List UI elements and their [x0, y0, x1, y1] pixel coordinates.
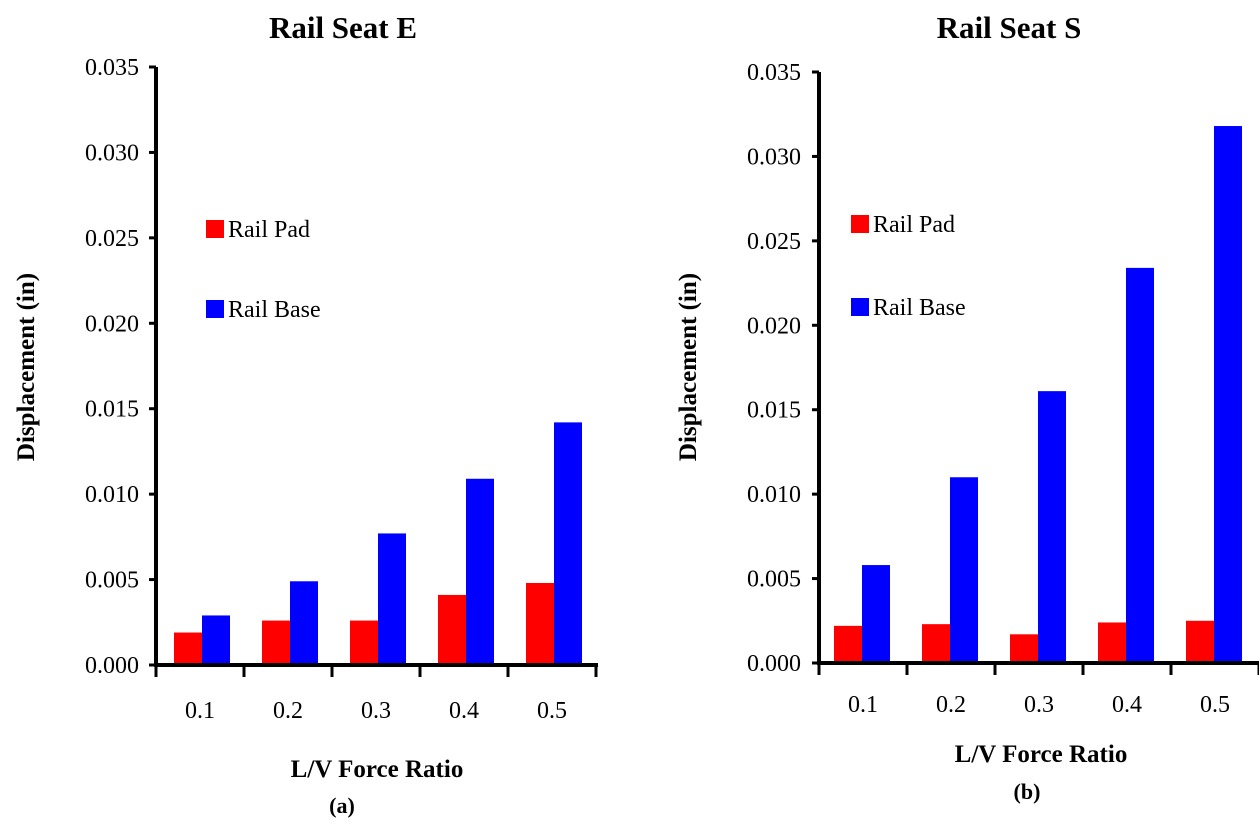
y-tick-label: 0.020: [747, 313, 801, 339]
bar-rail-base: [862, 565, 890, 663]
y-tick-label: 0.005: [747, 567, 801, 593]
y-tick-label: 0.035: [747, 60, 801, 86]
y-tick-label: 0.030: [747, 144, 801, 170]
bar-rail-base: [466, 478, 494, 665]
legend-label-rail-pad: Rail Pad: [873, 212, 955, 238]
bar-rail-base: [1214, 126, 1242, 663]
bar-rail-base: [202, 615, 230, 665]
x-tick-label: 0.1: [848, 692, 878, 718]
chart-a-legend: Rail Pad Rail Base: [206, 217, 321, 323]
chart-a: Rail Seat E Displacement (in) 0.000 0.005…: [13, 10, 598, 818]
legend-swatch-rail-base: [851, 298, 869, 316]
x-tick-label: 0.5: [537, 698, 567, 724]
bar-rail-base: [554, 422, 582, 665]
bar-rail-base: [1126, 267, 1154, 663]
chart-a-title: Rail Seat E: [269, 10, 417, 45]
x-tick-label: 0.4: [1112, 692, 1142, 718]
x-tick-label: 0.5: [1200, 692, 1230, 718]
chart-a-caption: (a): [329, 793, 355, 818]
chart-b: Rail Seat S Displacement (in) 0.000 0.005…: [675, 10, 1259, 804]
chart-b-y-axis-label: Displacement (in): [675, 273, 702, 461]
y-tick-label: 0.005: [85, 568, 139, 594]
chart-a-y-axis-label: Displacement (in): [13, 273, 40, 461]
y-tick-label: 0.030: [85, 140, 139, 166]
bar-rail-base: [378, 533, 406, 665]
chart-b-caption: (b): [1014, 779, 1041, 804]
legend-label-rail-pad: Rail Pad: [228, 217, 310, 243]
chart-b-legend: Rail Pad Rail Base: [851, 212, 966, 321]
chart-a-y-axis: 0.000 0.005 0.010 0.015 0.020 0.025 0.030 0.035: [85, 55, 158, 679]
bar-rail-pad: [834, 625, 862, 663]
legend-label-rail-base: Rail Base: [873, 295, 966, 321]
chart-b-x-axis-label: L/V Force Ratio: [955, 741, 1128, 768]
y-tick-label: 0.000: [747, 651, 801, 677]
bar-rail-base: [1038, 391, 1066, 663]
chart-b-title: Rail Seat S: [937, 10, 1082, 45]
y-tick-label: 0.000: [85, 653, 139, 679]
x-tick-label: 0.2: [273, 698, 303, 724]
legend-swatch-rail-pad: [206, 220, 224, 238]
chart-a-bars: [174, 422, 582, 665]
legend-swatch-rail-base: [206, 300, 224, 318]
bar-rail-pad: [526, 582, 554, 665]
bar-rail-pad: [350, 620, 378, 665]
bar-rail-pad: [262, 620, 290, 665]
legend-swatch-rail-pad: [851, 215, 869, 233]
chart-a-x-axis-label: L/V Force Ratio: [291, 756, 464, 783]
y-tick-label: 0.015: [85, 397, 139, 423]
y-tick-label: 0.035: [85, 55, 139, 81]
bar-rail-pad: [174, 632, 202, 665]
bar-rail-pad: [1098, 622, 1126, 663]
bar-rail-base: [950, 477, 978, 663]
x-tick-label: 0.3: [1024, 692, 1054, 718]
x-tick-label: 0.1: [185, 698, 215, 724]
legend-label-rail-base: Rail Base: [228, 297, 321, 323]
chart-b-y-axis: 0.000 0.005 0.010 0.015 0.020 0.025 0.030 0.035: [747, 60, 821, 677]
y-tick-label: 0.015: [747, 398, 801, 424]
chart-a-x-axis: 0.1 0.2 0.3 0.4 0.5: [154, 663, 598, 724]
bar-rail-base: [290, 581, 318, 665]
chart-b-x-axis: 0.1 0.2 0.3 0.4 0.5: [817, 661, 1259, 718]
bar-rail-pad: [1010, 634, 1038, 663]
bar-rail-pad: [922, 624, 950, 663]
y-tick-label: 0.020: [85, 311, 139, 337]
y-tick-label: 0.025: [85, 226, 139, 252]
chart-b-bars: [834, 126, 1242, 663]
y-tick-label: 0.010: [85, 482, 139, 508]
x-tick-label: 0.3: [361, 698, 391, 724]
bar-rail-pad: [438, 594, 466, 665]
x-tick-label: 0.2: [936, 692, 966, 718]
y-tick-label: 0.010: [747, 482, 801, 508]
y-tick-label: 0.025: [747, 229, 801, 255]
x-tick-label: 0.4: [449, 698, 479, 724]
bar-rail-pad: [1186, 620, 1214, 663]
